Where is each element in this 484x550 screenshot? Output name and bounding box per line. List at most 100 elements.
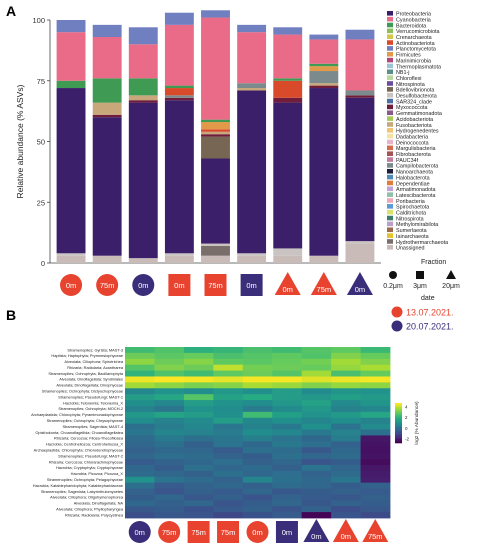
heatmap-cell <box>125 423 155 430</box>
heatmap-cell <box>301 388 332 395</box>
colorbar-step <box>395 413 402 416</box>
bar-segment-desulfobacterota <box>201 243 230 246</box>
heatmap-cell <box>154 435 185 442</box>
heatmap-cell <box>272 482 303 489</box>
bar-segment-fusobacteriota <box>201 131 230 135</box>
heatmap-cell <box>242 364 273 371</box>
fraction-square-symbol <box>416 271 424 279</box>
heatmap-cell <box>301 417 332 425</box>
heatmap-column-marker: 0m <box>332 519 359 542</box>
heatmap-cell <box>183 506 214 513</box>
heatmap-cell <box>242 494 273 501</box>
bar-segment-unassigned <box>345 243 375 263</box>
heatmap-cell <box>125 411 155 419</box>
legend-swatch <box>387 92 393 98</box>
legend-label: Myxococcota <box>396 105 427 111</box>
bar-segment-planctomycetota <box>92 24 122 38</box>
date-swatch <box>391 320 403 332</box>
heatmap-cell <box>125 370 155 377</box>
legend-label: Firmicutes <box>396 53 421 59</box>
heatmap-cell <box>213 394 244 401</box>
heatmap-cell <box>360 376 391 383</box>
heatmap-cell <box>125 435 155 442</box>
heatmap-cell <box>213 364 244 371</box>
bar-segment-fusobacteriota <box>128 95 158 101</box>
heatmap-cell <box>360 464 391 472</box>
heatmap-cell <box>360 417 391 425</box>
heatmap-cell <box>360 405 391 413</box>
x-category-marker: 75m <box>96 274 119 296</box>
heatmap-cell <box>301 500 332 507</box>
legend-label: Margulisbacteria <box>396 146 436 152</box>
bar-segment-proteobacteria <box>92 117 122 256</box>
heatmap-cell <box>301 482 332 489</box>
legend-swatch <box>387 233 393 238</box>
heatmap-cell <box>272 441 303 448</box>
heatmap-cell <box>213 435 244 442</box>
heatmap-cell <box>331 459 361 466</box>
heatmap-cell <box>125 459 155 466</box>
heatmap-cell <box>213 476 244 484</box>
heatmap-cell <box>301 423 332 430</box>
heatmap-column-marker-circle <box>158 521 181 543</box>
heatmap-cell <box>272 382 303 389</box>
colorbar-step <box>395 424 402 426</box>
heatmap-cell <box>242 441 273 448</box>
heatmap-cell <box>125 453 155 460</box>
bar-segment-planctomycetota <box>273 27 303 35</box>
heatmap-row-label: Stramenopiles; Ochrophyta; Dictyochophyc… <box>42 389 123 394</box>
bar-segment-desulfobacterota <box>56 253 86 256</box>
heatmap-cell <box>183 376 214 383</box>
bar-segment-bacteroidota <box>92 78 122 103</box>
bar-segment-bacteroidota <box>128 78 158 96</box>
heatmap-cell <box>242 470 273 478</box>
heatmap-cell <box>213 459 244 466</box>
fraction-label: 0.2μm <box>383 283 403 290</box>
heatmap-cell <box>331 352 361 360</box>
fraction-label: 20μm <box>442 283 460 290</box>
legend-label: Sumerlaeota <box>396 228 427 234</box>
heatmap-cell <box>301 470 332 478</box>
heatmap-cell <box>331 423 361 430</box>
bar-segment-unassigned <box>237 255 267 263</box>
heatmap-column-marker: 75m <box>362 519 389 542</box>
heatmap-cell <box>242 435 273 442</box>
heatmap-cell <box>183 400 214 407</box>
bar-segment-actinobacteriota <box>201 129 230 132</box>
colorbar-step <box>395 440 402 442</box>
heatmap-cell <box>242 464 273 472</box>
heatmap-cell <box>242 370 273 377</box>
heatmap-cell <box>272 429 303 436</box>
heatmap-cell <box>301 488 332 495</box>
colorbar-step <box>395 405 402 408</box>
heatmap-row-label: Alveolata; Dinoflagellata; Syndiniales <box>59 377 123 382</box>
heatmap-cell <box>360 441 391 448</box>
colorbar-step <box>395 421 402 424</box>
colorbar-step <box>395 437 402 440</box>
x-category-marker: 0m <box>168 274 191 296</box>
colorbar-step <box>395 403 402 405</box>
heatmap-cell <box>213 382 244 389</box>
colorbar-tick-label: 2 <box>405 415 408 420</box>
colorbar-step <box>395 404 402 406</box>
bar-segment-bdellovibrionota <box>201 136 230 159</box>
heatmap-cell <box>331 500 361 507</box>
legend-label: Cyanobacteria <box>396 17 431 23</box>
legend-swatch <box>387 75 393 80</box>
heatmap-cell <box>183 352 214 360</box>
legend-swatch <box>387 204 393 209</box>
bar-segment-planctomycetota <box>56 20 86 33</box>
heatmap-cell <box>360 506 391 513</box>
heatmap-cell <box>125 358 155 366</box>
legend-label: Dependentiae <box>396 181 430 187</box>
heatmap-cell <box>360 364 391 371</box>
y-tick-label: 0 <box>41 259 45 268</box>
heatmap-cell <box>213 512 244 519</box>
heatmap-cell <box>213 352 244 360</box>
colorbar-step <box>395 412 402 414</box>
legend-label: Methylomirabilota <box>396 222 438 228</box>
heatmap-column-marker: 0m <box>275 521 298 543</box>
heatmap-cell <box>125 441 155 448</box>
colorbar-step <box>395 441 402 444</box>
heatmap-cell <box>272 464 303 472</box>
